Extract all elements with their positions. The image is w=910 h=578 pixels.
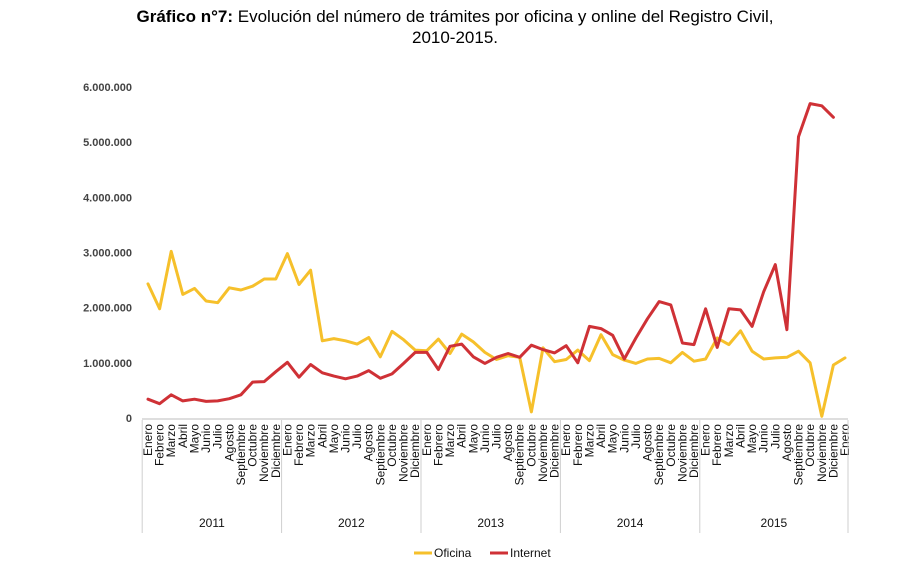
y-tick-label: 6.000.000: [83, 82, 132, 94]
x-tick-label: Septiembre: [234, 424, 248, 486]
series-line-oficina: [146, 249, 847, 418]
x-tick-label: Febrero: [571, 424, 585, 466]
x-tick-label: Agosto: [222, 424, 236, 462]
x-tick-label: Octubre: [803, 424, 817, 467]
x-tick-label: Septiembre: [792, 424, 806, 486]
x-tick-label: Agosto: [780, 424, 794, 462]
x-tick-label: Enero: [559, 424, 573, 456]
x-tick-label: Diciembre: [548, 424, 562, 478]
x-tick-label: Noviembre: [815, 424, 829, 482]
x-tick-label: Febrero: [710, 424, 724, 466]
x-tick-label: Septiembre: [373, 424, 387, 486]
x-tick-label: Julio: [350, 424, 364, 449]
x-tick-label: Mayo: [745, 424, 759, 454]
x-tick-label: Marzo: [582, 424, 596, 458]
y-tick-label: 5.000.000: [83, 137, 132, 149]
x-tick-label: Julio: [211, 424, 225, 449]
x-tick-label: Noviembre: [675, 424, 689, 482]
x-tick-label: Enero: [280, 424, 294, 456]
x-tick-label: Marzo: [304, 424, 318, 458]
x-tick-label: Noviembre: [536, 424, 550, 482]
x-tick-label: Febrero: [153, 424, 167, 466]
x-tick-label: Octubre: [246, 424, 260, 467]
x-tick-label: Junio: [199, 424, 213, 453]
x-tick-label: Septiembre: [652, 424, 666, 486]
x-tick-label: Enero: [838, 424, 852, 456]
x-tick-label: Junio: [617, 424, 631, 453]
x-tick-label: Abril: [315, 424, 329, 448]
x-tick-label: Agosto: [501, 424, 515, 462]
x-tick-label: Junio: [338, 424, 352, 453]
year-label: 2013: [477, 516, 504, 530]
y-tick-label: 0: [126, 413, 132, 425]
x-tick-label: Mayo: [466, 424, 480, 454]
x-tick-label: Octubre: [664, 424, 678, 467]
x-tick-label: Enero: [141, 424, 155, 456]
chart-title-text: Evolución del número de trámites por ofi…: [233, 7, 774, 26]
x-tick-label: Abril: [594, 424, 608, 448]
y-tick-label: 1.000.000: [83, 358, 132, 370]
x-tick-label: Diciembre: [408, 424, 422, 478]
x-tick-label: Marzo: [722, 424, 736, 458]
x-tick-label: Diciembre: [826, 424, 840, 478]
x-tick-label: Noviembre: [397, 424, 411, 482]
y-tick-label: 4.000.000: [83, 192, 132, 204]
x-tick-label: Mayo: [187, 424, 201, 454]
chart-title-line1: Gráfico n°7: Evolución del número de trá…: [0, 6, 910, 27]
x-tick-label: Julio: [629, 424, 643, 449]
year-label: 2012: [338, 516, 365, 530]
x-tick-label: Marzo: [164, 424, 178, 458]
x-tick-label: Octubre: [524, 424, 538, 467]
x-tick-label: Abril: [455, 424, 469, 448]
x-tick-label: Febrero: [431, 424, 445, 466]
series-line-internet: [146, 102, 835, 406]
x-tick-label: Mayo: [606, 424, 620, 454]
year-label: 2015: [761, 516, 788, 530]
y-tick-label: 3.000.000: [83, 248, 132, 260]
x-tick-label: Abril: [733, 424, 747, 448]
x-tick-label: Junio: [757, 424, 771, 453]
x-tick-label: Marzo: [443, 424, 457, 458]
chart-title-line2: 2010-2015.: [411, 28, 499, 47]
x-tick-label: Enero: [420, 424, 434, 456]
x-tick-label: Agosto: [362, 424, 376, 462]
x-tick-label: Agosto: [641, 424, 655, 462]
chart-title-prefix: Gráfico n°7:: [136, 7, 234, 26]
x-tick-label: Junio: [478, 424, 492, 453]
x-tick-label: Julio: [768, 424, 782, 449]
x-tick-label: Septiembre: [513, 424, 527, 486]
x-tick-label: Febrero: [292, 424, 306, 466]
chart-title: Gráfico n°7: Evolución del número de trá…: [0, 6, 910, 48]
x-tick-label: Mayo: [327, 424, 341, 454]
x-tick-label: Diciembre: [687, 424, 701, 478]
year-label: 2014: [617, 516, 644, 530]
x-tick-label: Julio: [490, 424, 504, 449]
x-tick-label: Noviembre: [257, 424, 271, 482]
x-tick-label: Enero: [699, 424, 713, 456]
legend-label-internet: Internet: [510, 546, 551, 560]
x-tick-label: Abril: [176, 424, 190, 448]
x-tick-label: Octubre: [385, 424, 399, 467]
legend-label-oficina: Oficina: [434, 546, 472, 560]
x-tick-label: Diciembre: [269, 424, 283, 478]
y-tick-label: 2.000.000: [83, 303, 132, 315]
year-label: 2011: [199, 516, 225, 530]
